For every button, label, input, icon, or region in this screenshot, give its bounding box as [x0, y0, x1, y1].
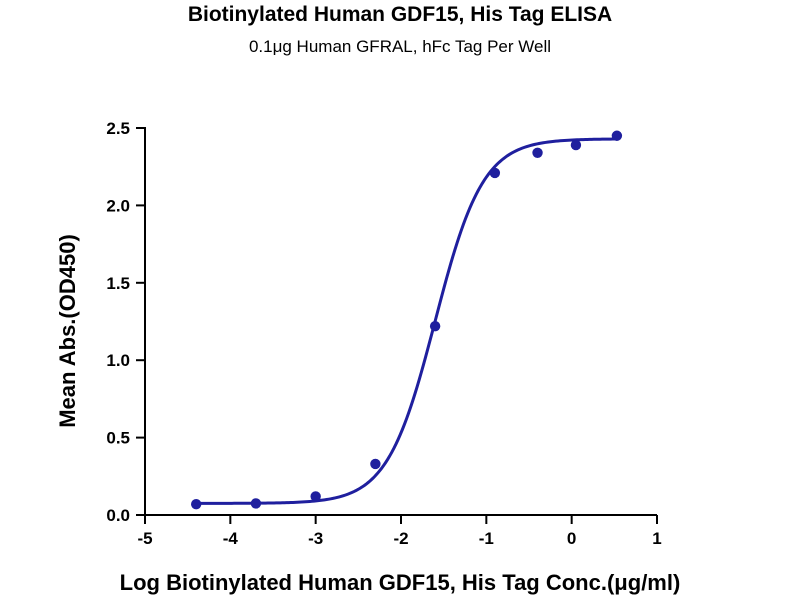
- fit-curve: [196, 137, 617, 505]
- x-tick-label: -4: [223, 529, 239, 548]
- y-axis-title: Mean Abs.(OD450): [55, 234, 80, 428]
- y-tick-label: 0.5: [106, 429, 130, 448]
- data-point: [370, 458, 381, 470]
- data-point: [570, 139, 582, 151]
- data-point: [429, 320, 441, 332]
- x-axis-title: Log Biotinylated Human GDF15, His Tag Co…: [120, 570, 681, 595]
- x-tick-label: -3: [308, 529, 323, 548]
- data-point: [532, 147, 543, 158]
- data-points: [191, 130, 623, 510]
- chart-subtitle: 0.1μg Human GFRAL, hFc Tag Per Well: [248, 37, 552, 56]
- data-point: [489, 167, 501, 179]
- x-tick-label: 0: [567, 529, 576, 548]
- data-point: [250, 498, 262, 509]
- x-tick-label: 1: [652, 529, 661, 548]
- axes: -5 -4 -3 -2 -1 0 1 0.0 0.5 1.0 1.5 2.0 2.5: [106, 119, 661, 548]
- chart-title: Biotinylated Human GDF15, His Tag ELISA: [187, 3, 613, 26]
- y-tick-label: 0.0: [106, 506, 130, 525]
- x-tick-label: -2: [393, 529, 408, 548]
- data-point: [310, 491, 321, 502]
- y-tick-label: 1.5: [106, 274, 130, 293]
- data-point: [611, 130, 623, 141]
- y-tick-label: 1.0: [106, 351, 130, 370]
- data-point: [191, 498, 202, 510]
- y-tick-label: 2.0: [106, 196, 130, 215]
- x-tick-label: -1: [479, 529, 494, 548]
- x-tick-label: -5: [137, 529, 152, 548]
- y-tick-label: 2.5: [106, 119, 130, 138]
